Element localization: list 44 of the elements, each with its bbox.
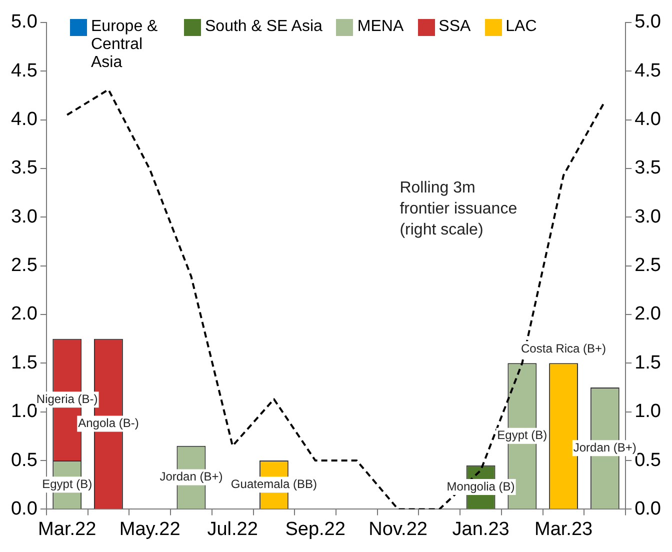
y-tick-label: 1.5: [10, 352, 38, 374]
legend-label: SSA: [438, 18, 471, 36]
y-tick-label: 0.0: [10, 498, 38, 520]
x-tick-label: Jul.22: [207, 518, 258, 540]
y-tick-label: 2.0: [10, 304, 38, 325]
y-tick-label: 4.5: [10, 60, 38, 82]
x-tick-label: Jan.23: [452, 518, 510, 540]
x-tick-label: May.22: [119, 518, 180, 540]
y-tick-label: 1.0: [10, 401, 38, 422]
y2-tick-label: 1.5: [634, 352, 662, 374]
data-label: Jordan (B+): [160, 470, 223, 484]
legend-label: MENA: [357, 18, 404, 36]
data-label: Angola (B-): [78, 416, 139, 430]
x-tick-label: Sep.22: [285, 518, 346, 540]
data-label: Costa Rica (B+): [521, 341, 606, 356]
data-label: Egypt (B): [42, 476, 92, 491]
y-tick-label: 5.0: [10, 12, 38, 33]
y2-tick-label: 0.5: [634, 450, 662, 471]
y-tick-label: 2.5: [10, 255, 38, 276]
annotation: Rolling 3m frontier issuance (right scale): [400, 179, 518, 238]
data-label: Mongolia (B): [446, 479, 515, 494]
y2-tick-label: 3.0: [634, 206, 662, 228]
x-tick-label: Nov.22: [368, 518, 428, 540]
y2-tick-label: 1.0: [634, 401, 662, 422]
y2-tick-label: 4.5: [634, 60, 662, 82]
y-tick-label: 3.0: [10, 206, 38, 228]
y2-tick-label: 3.5: [634, 158, 662, 179]
y2-tick-label: 2.5: [634, 255, 662, 276]
data-label: Guatemala (BB): [230, 476, 317, 491]
y2-tick-label: 4.0: [634, 108, 662, 130]
legend-label: South & SE Asia: [205, 18, 322, 36]
y-tick-label: 4.0: [10, 108, 38, 130]
data-label: Egypt (B): [497, 428, 548, 442]
y-tick-label: 3.5: [10, 158, 38, 179]
data-label: Nigeria (B-): [36, 392, 98, 406]
x-tick-label: Mar.23: [534, 518, 593, 540]
data-label: Jordan (B+): [573, 440, 636, 454]
y-tick-label: 0.5: [10, 450, 38, 471]
y2-tick-label: 0.0: [634, 498, 662, 520]
x-tick-label: Mar.22: [38, 518, 96, 540]
y2-tick-label: 5.0: [634, 12, 662, 33]
legend-label: Europe & Central Asia: [91, 18, 159, 72]
legend-label: LAC: [506, 18, 537, 36]
y2-tick-label: 2.0: [634, 304, 662, 325]
